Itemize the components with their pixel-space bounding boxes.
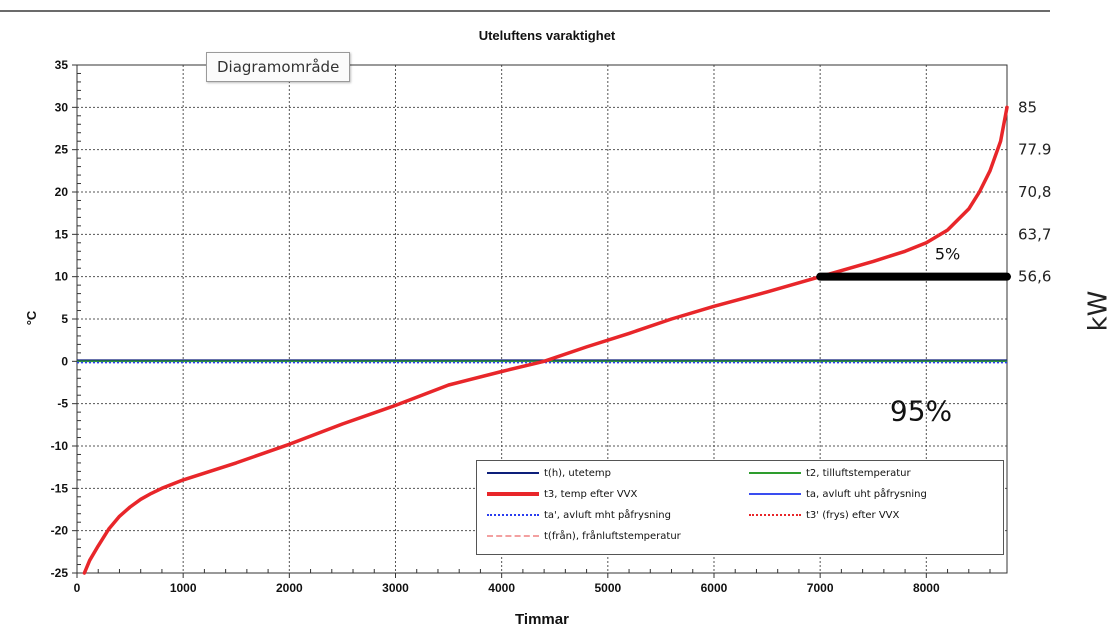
- legend-label: ta', avluft mht påfrysning: [544, 509, 671, 521]
- y-tick-label: 10: [55, 270, 69, 284]
- legend-label: t(från), frånluftstemperatur: [544, 530, 681, 542]
- legend-label: t2, tilluftstemperatur: [806, 467, 911, 479]
- x-axis-label: Timmar: [515, 611, 569, 628]
- plot-frame: [76, 64, 1008, 574]
- chart-title: Uteluftens varaktighet: [479, 28, 616, 43]
- y-tick-label: -5: [57, 397, 68, 411]
- secondary-tick-label: 56,6: [1018, 268, 1051, 286]
- y-tick-label: 5: [61, 312, 68, 326]
- legend-label: ta, avluft uht påfrysning: [806, 488, 927, 500]
- legend-swatch: [749, 472, 801, 474]
- x-tick-label: 0: [74, 581, 81, 595]
- y-axis-label: °C: [24, 310, 39, 325]
- y-tick-label: -15: [51, 481, 69, 495]
- x-tick-label: 7000: [807, 581, 834, 595]
- x-tick-label: 5000: [594, 581, 621, 595]
- x-tick-label: 1000: [170, 581, 197, 595]
- y-tick-label: -10: [51, 439, 69, 453]
- y-tick-label: 30: [55, 100, 69, 114]
- legend-label: t3' (frys) efter VVX: [806, 509, 900, 521]
- legend-item[interactable]: ta', avluft mht påfrysning: [487, 507, 671, 523]
- x-tick-label: 3000: [382, 581, 409, 595]
- legend-item[interactable]: t3, temp efter VVX: [487, 486, 637, 502]
- legend[interactable]: t(h), utetemp t2, tilluftstemperatur t3, t…: [476, 460, 1004, 555]
- secondary-axis-label: kW: [1083, 290, 1114, 332]
- legend-item[interactable]: t(från), frånluftstemperatur: [487, 528, 681, 544]
- series-line: [82, 105, 1009, 575]
- legend-swatch: [487, 514, 539, 516]
- x-tick-label: 6000: [701, 581, 728, 595]
- legend-swatch: [749, 514, 801, 516]
- y-tick-label: 0: [61, 354, 68, 368]
- secondary-tick-label: 77.9: [1018, 141, 1051, 159]
- top-divider: [0, 10, 1050, 12]
- legend-swatch: [487, 472, 539, 474]
- annotation-label: 95%: [890, 395, 952, 428]
- legend-item[interactable]: ta, avluft uht påfrysning: [749, 486, 927, 502]
- legend-swatch: [487, 492, 539, 496]
- y-tick-label: 15: [55, 227, 69, 241]
- legend-item[interactable]: t2, tilluftstemperatur: [749, 465, 911, 481]
- y-tick-label: -25: [51, 566, 69, 580]
- secondary-tick-label: 70,8: [1018, 183, 1051, 201]
- series-lines: [77, 105, 1011, 575]
- legend-label: t(h), utetemp: [544, 467, 611, 479]
- x-tick-label: 8000: [913, 581, 940, 595]
- y-tick-label: 25: [55, 143, 69, 157]
- secondary-tick-label: 63,7: [1018, 225, 1051, 243]
- annotation-label: 5%: [935, 245, 960, 264]
- axes: [72, 64, 1008, 578]
- tick-labels: 0 1000 2000 3000 4000 5000 6000 7000 8000 35 30 25 2…: [51, 58, 1052, 595]
- legend-item[interactable]: t(h), utetemp: [487, 465, 611, 481]
- legend-swatch: [487, 535, 539, 537]
- y-tick-label: 20: [55, 185, 69, 199]
- legend-swatch: [749, 493, 801, 495]
- x-tick-label: 2000: [276, 581, 303, 595]
- y-tick-label: -20: [51, 524, 69, 538]
- x-tick-label: 4000: [488, 581, 515, 595]
- chart-area-tooltip: Diagramområde: [206, 52, 351, 82]
- y-tick-label: 35: [55, 58, 69, 72]
- secondary-tick-label: 85: [1018, 98, 1037, 116]
- legend-label: t3, temp efter VVX: [544, 488, 638, 500]
- legend-item[interactable]: t3' (frys) efter VVX: [749, 507, 899, 523]
